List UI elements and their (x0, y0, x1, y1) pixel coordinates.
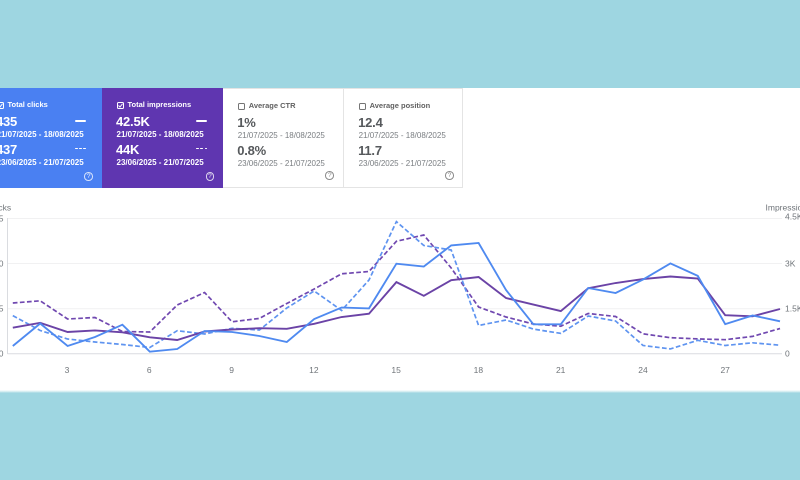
svg-text:30: 30 (0, 259, 4, 269)
svg-text:1.5K: 1.5K (785, 304, 800, 314)
svg-text:9: 9 (229, 365, 234, 375)
svg-text:4.5K: 4.5K (785, 212, 800, 222)
svg-text:3K: 3K (785, 259, 796, 269)
svg-text:Clicks: Clicks (0, 203, 11, 213)
svg-text:27: 27 (720, 365, 730, 375)
svg-text:0: 0 (0, 349, 4, 359)
svg-text:6: 6 (147, 365, 152, 375)
svg-text:0: 0 (785, 349, 790, 359)
svg-text:24: 24 (638, 365, 648, 375)
svg-text:45: 45 (0, 214, 4, 224)
svg-text:Impressions: Impressions (766, 203, 800, 213)
svg-text:18: 18 (474, 365, 484, 375)
svg-text:21: 21 (556, 365, 566, 375)
svg-text:3: 3 (65, 365, 70, 375)
svg-text:15: 15 (0, 304, 4, 314)
svg-text:12: 12 (309, 365, 319, 375)
svg-text:15: 15 (391, 365, 401, 375)
